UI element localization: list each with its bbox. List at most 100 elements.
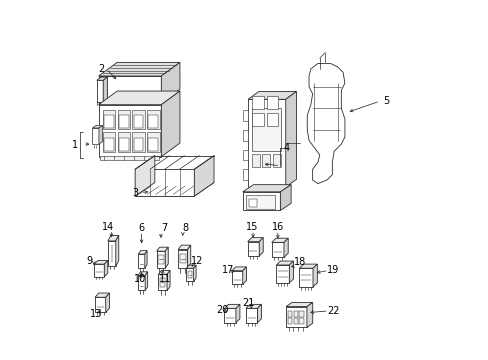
Bar <box>148 138 158 150</box>
Polygon shape <box>144 251 147 268</box>
Bar <box>252 113 264 126</box>
Bar <box>117 132 130 152</box>
Bar <box>180 254 185 264</box>
Bar <box>119 116 128 128</box>
Polygon shape <box>194 156 214 196</box>
Text: 6: 6 <box>138 224 144 233</box>
Polygon shape <box>138 275 145 291</box>
Polygon shape <box>161 91 180 157</box>
Polygon shape <box>138 251 147 254</box>
Text: 12: 12 <box>191 256 203 266</box>
Polygon shape <box>135 156 155 196</box>
Polygon shape <box>276 265 289 283</box>
Text: 22: 22 <box>326 306 339 316</box>
Polygon shape <box>108 241 116 266</box>
Bar <box>148 116 158 128</box>
Polygon shape <box>138 254 144 268</box>
Polygon shape <box>231 271 242 284</box>
Polygon shape <box>108 235 119 241</box>
Text: 21: 21 <box>242 298 254 308</box>
Bar <box>102 110 115 130</box>
Polygon shape <box>224 304 240 309</box>
Polygon shape <box>94 261 107 264</box>
Bar <box>104 138 114 150</box>
Text: 15: 15 <box>245 222 257 232</box>
Polygon shape <box>156 247 168 251</box>
Polygon shape <box>165 247 168 268</box>
Bar <box>147 132 159 152</box>
Polygon shape <box>99 126 102 144</box>
Bar <box>287 319 291 324</box>
Bar <box>102 132 115 152</box>
Bar <box>132 110 144 130</box>
Polygon shape <box>145 272 147 291</box>
Bar <box>147 110 159 130</box>
Bar <box>160 278 165 287</box>
Polygon shape <box>224 309 235 323</box>
Polygon shape <box>299 268 312 287</box>
Polygon shape <box>178 245 190 249</box>
Bar <box>187 271 192 278</box>
Polygon shape <box>156 251 165 268</box>
Polygon shape <box>271 238 287 242</box>
Bar <box>273 154 281 167</box>
Polygon shape <box>104 261 107 276</box>
Bar <box>132 132 144 152</box>
Bar <box>248 199 256 207</box>
Bar <box>299 319 303 324</box>
Bar <box>100 156 159 160</box>
Text: 11: 11 <box>159 274 171 284</box>
Polygon shape <box>186 268 193 281</box>
Polygon shape <box>259 238 263 256</box>
Polygon shape <box>257 304 261 323</box>
Bar <box>133 138 143 150</box>
Polygon shape <box>245 304 261 309</box>
Polygon shape <box>271 242 284 257</box>
Text: 2: 2 <box>98 64 104 74</box>
Polygon shape <box>284 238 287 257</box>
Bar <box>293 311 297 317</box>
Bar <box>117 110 130 130</box>
Text: 17: 17 <box>222 265 234 275</box>
Bar <box>293 319 297 324</box>
Polygon shape <box>306 302 312 327</box>
Polygon shape <box>94 264 104 276</box>
Polygon shape <box>158 270 170 274</box>
Polygon shape <box>247 99 285 187</box>
Polygon shape <box>138 272 147 275</box>
Bar <box>246 195 274 209</box>
Polygon shape <box>99 62 180 76</box>
Bar <box>242 110 247 121</box>
Bar <box>299 311 303 317</box>
Polygon shape <box>245 309 257 323</box>
Polygon shape <box>186 265 196 268</box>
Polygon shape <box>135 183 214 196</box>
Polygon shape <box>95 293 109 297</box>
Bar <box>287 311 291 317</box>
Polygon shape <box>285 302 312 307</box>
Polygon shape <box>231 267 246 271</box>
Text: 4: 4 <box>283 143 289 153</box>
Polygon shape <box>158 274 167 291</box>
Text: 8: 8 <box>182 224 188 233</box>
Polygon shape <box>242 185 290 192</box>
Polygon shape <box>289 261 293 283</box>
Polygon shape <box>247 238 263 242</box>
Polygon shape <box>285 91 296 187</box>
Polygon shape <box>235 304 240 323</box>
Bar <box>133 116 143 128</box>
Bar <box>252 96 264 109</box>
Polygon shape <box>193 265 196 281</box>
Polygon shape <box>99 91 180 105</box>
Bar <box>251 154 259 167</box>
Text: 19: 19 <box>326 265 339 275</box>
Polygon shape <box>105 293 109 312</box>
Bar <box>242 130 247 140</box>
Text: 16: 16 <box>271 222 284 232</box>
Polygon shape <box>135 169 194 196</box>
Polygon shape <box>306 63 344 184</box>
Text: 13: 13 <box>89 310 102 319</box>
Bar <box>266 96 278 109</box>
Polygon shape <box>95 297 105 312</box>
Polygon shape <box>167 270 170 291</box>
